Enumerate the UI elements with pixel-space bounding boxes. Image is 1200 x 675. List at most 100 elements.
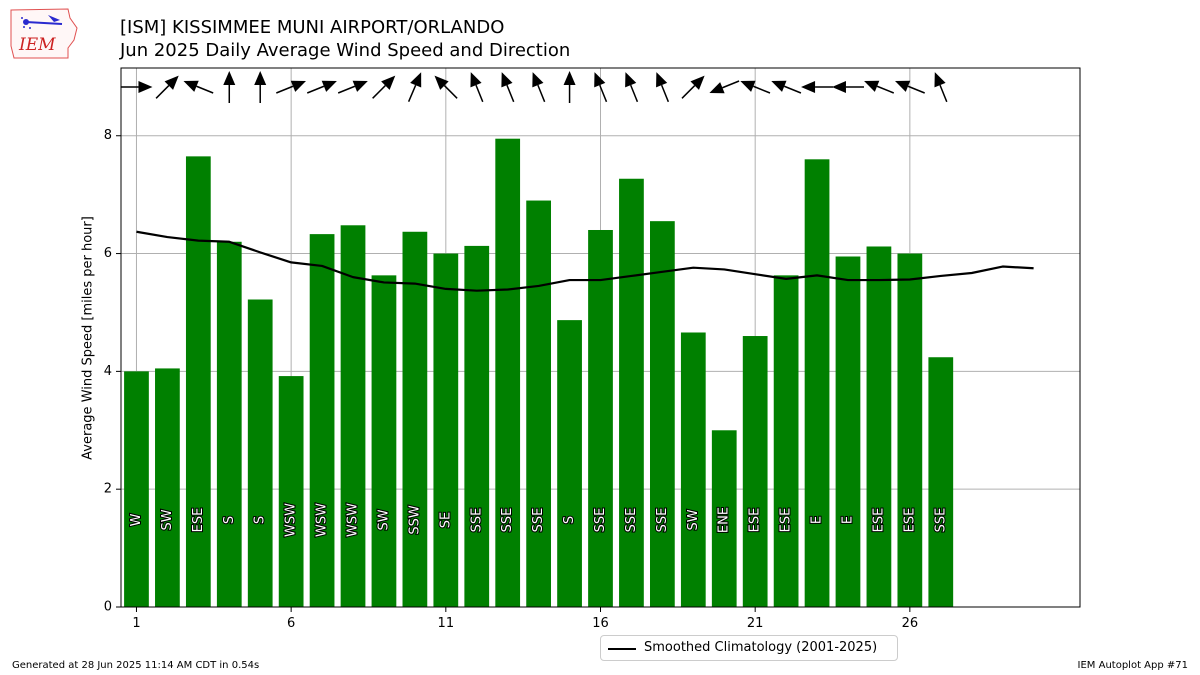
- bar: [804, 159, 830, 607]
- bar: [402, 231, 428, 607]
- bar: [124, 371, 149, 607]
- direction-label: SSE: [655, 508, 670, 533]
- direction-label: ESE: [902, 508, 917, 533]
- direction-label: ESE: [748, 508, 763, 533]
- bar: [464, 245, 490, 607]
- wind-arrow: [306, 85, 325, 94]
- direction-label: SSE: [624, 508, 639, 533]
- bar: [309, 234, 335, 607]
- wind-arrowhead: [470, 72, 482, 88]
- direction-label: SSE: [933, 508, 948, 533]
- x-tick-label: 6: [287, 616, 295, 631]
- wind-arrowhead: [532, 72, 544, 88]
- wind-arrow: [907, 85, 925, 94]
- direction-label: SSE: [531, 508, 546, 533]
- y-tick-label: 0: [104, 600, 112, 615]
- wind-arrowhead: [656, 72, 668, 88]
- wind-arrow: [599, 84, 608, 103]
- wind-arrowhead: [771, 80, 787, 92]
- wind-arrowhead: [709, 82, 725, 94]
- direction-label: SW: [376, 509, 391, 530]
- wind-arrowhead: [934, 72, 946, 88]
- wind-arrowhead: [831, 81, 846, 93]
- direction-label: S: [562, 516, 577, 524]
- app-label: IEM Autoplot App #71: [1077, 660, 1188, 671]
- wind-arrowhead: [183, 80, 199, 92]
- direction-label: ESE: [871, 508, 886, 533]
- bar: [495, 138, 521, 607]
- bar: [928, 357, 954, 607]
- wind-arrow: [443, 85, 458, 99]
- wind-arrowhead: [501, 72, 513, 88]
- wind-arrow: [722, 80, 740, 89]
- bar: [835, 256, 861, 607]
- wind-arrow: [196, 85, 214, 94]
- wind-arrowhead: [563, 71, 576, 85]
- x-tick-label: 26: [902, 616, 919, 631]
- chart-subtitle: Jun 2025 Daily Average Wind Speed and Di…: [120, 40, 571, 61]
- bar: [773, 275, 799, 607]
- direction-label: WSW: [315, 503, 330, 537]
- direction-label: SSE: [593, 508, 608, 533]
- direction-label: ENE: [717, 507, 732, 533]
- wind-arrow: [629, 84, 639, 103]
- y-tick-label: 6: [104, 246, 112, 261]
- wind-arrow: [276, 85, 294, 94]
- direction-label: S: [222, 516, 237, 524]
- wind-arrowhead: [740, 80, 756, 92]
- bar: [588, 229, 613, 607]
- wind-arrowhead: [625, 72, 637, 88]
- bar: [711, 430, 737, 607]
- wind-arrow: [660, 84, 670, 103]
- direction-label: ESE: [779, 508, 794, 533]
- generated-timestamp: Generated at 28 Jun 2025 11:14 AM CDT in…: [12, 660, 260, 671]
- y-tick-label: 8: [104, 128, 112, 143]
- wind-arrowhead: [801, 81, 816, 93]
- direction-label: SSW: [407, 505, 422, 535]
- wind-arrowhead: [138, 81, 153, 93]
- x-tick-label: 1: [132, 616, 140, 631]
- chart-title: [ISM] KISSIMMEE MUNI AIRPORT/ORLANDO: [120, 17, 505, 38]
- direction-label: S: [253, 516, 268, 524]
- wind-arrow: [783, 85, 802, 94]
- bar: [680, 332, 706, 607]
- wind-arrowhead: [164, 75, 179, 90]
- bar: [433, 253, 459, 607]
- direction-label: WSW: [284, 503, 299, 537]
- wind-arrowhead: [690, 75, 705, 90]
- direction-label: SSE: [469, 508, 484, 533]
- climatology-line: [136, 230, 1034, 292]
- bar: [278, 376, 304, 607]
- direction-label: SW: [686, 509, 701, 530]
- wind-arrow: [681, 85, 696, 99]
- svg-text:IEM: IEM: [18, 35, 56, 55]
- bar: [897, 253, 923, 607]
- wind-arrow: [155, 85, 170, 99]
- wind-arrowhead: [410, 72, 422, 88]
- wind-arrowhead: [352, 80, 368, 92]
- wind-arrow: [537, 84, 546, 103]
- wind-arrowhead: [290, 80, 306, 92]
- legend-line-swatch: [608, 648, 636, 650]
- bar: [557, 320, 582, 607]
- x-tick-label: 16: [592, 616, 609, 631]
- wind-arrowhead: [864, 80, 880, 92]
- bar: [649, 221, 675, 608]
- wind-arrow: [337, 85, 356, 94]
- legend: Smoothed Climatology (2001-2025): [600, 635, 898, 661]
- y-tick-label: 2: [104, 482, 112, 497]
- y-axis-label: Average Wind Speed [miles per hour]: [80, 216, 96, 460]
- direction-label: SW: [160, 509, 175, 530]
- iem-logo: IEM: [10, 8, 78, 59]
- direction-label: SE: [438, 512, 453, 528]
- wind-arrowhead: [895, 80, 911, 92]
- bar: [185, 156, 211, 607]
- wind-arrow: [372, 85, 386, 99]
- bar: [155, 368, 180, 607]
- wind-arrow: [506, 84, 515, 103]
- y-tick-label: 4: [104, 364, 112, 379]
- bar: [619, 178, 644, 607]
- wind-arrowhead: [434, 75, 449, 90]
- wind-arrow: [939, 84, 948, 103]
- wind-arrowhead: [594, 72, 606, 88]
